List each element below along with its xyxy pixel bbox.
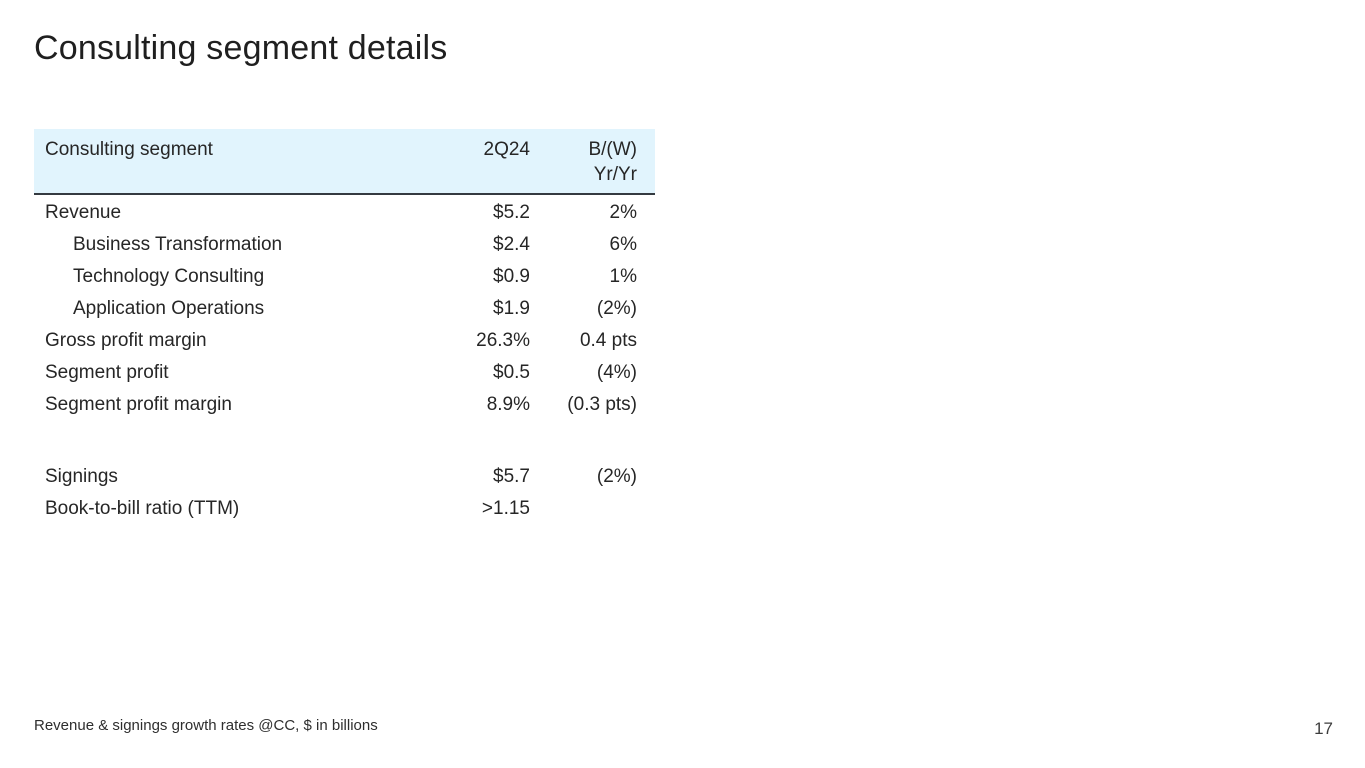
row-value-2q24: $5.7 xyxy=(493,466,530,487)
row-value-2q24: $1.9 xyxy=(493,298,530,319)
row-label: Application Operations xyxy=(73,298,265,319)
row-value-2q24: $2.4 xyxy=(493,234,530,255)
page-number: 17 xyxy=(1314,719,1333,738)
table-row: Business Transformation $2.4 6% xyxy=(34,229,655,261)
row-label: Segment profit xyxy=(45,362,169,383)
table-row: Revenue $5.2 2% xyxy=(34,197,655,229)
table-header: Consulting segment 2Q24 B/(W) Yr/Yr xyxy=(34,129,655,195)
row-value-yoy: (2%) xyxy=(596,466,637,487)
consulting-segment-table: Consulting segment 2Q24 B/(W) Yr/Yr Reve… xyxy=(34,129,655,525)
table-header-line-1: Consulting segment 2Q24 B/(W) xyxy=(34,137,637,162)
table-row: Gross profit margin 26.3% 0.4 pts xyxy=(34,325,655,357)
table-row: Segment profit $0.5 (4%) xyxy=(34,357,655,389)
table-spacer-row xyxy=(34,421,655,461)
row-label: Signings xyxy=(45,466,118,487)
row-value-yoy: (0.3 pts) xyxy=(567,394,637,415)
row-value-2q24: $5.2 xyxy=(493,202,530,223)
header-spacer-cell xyxy=(400,162,530,187)
table-header-line-2: Yr/Yr xyxy=(34,162,637,187)
row-value-yoy: 1% xyxy=(609,266,637,287)
header-yoy-sublabel: Yr/Yr xyxy=(593,164,637,185)
header-spacer-cell xyxy=(34,162,400,187)
table-row: Signings $5.7 (2%) xyxy=(34,461,655,493)
row-label: Gross profit margin xyxy=(45,330,207,351)
table-row: Technology Consulting $0.9 1% xyxy=(34,261,655,293)
table-row: Application Operations $1.9 (2%) xyxy=(34,293,655,325)
row-label: Technology Consulting xyxy=(73,266,265,287)
row-value-2q24: >1.15 xyxy=(481,498,530,519)
row-value-2q24: 8.9% xyxy=(486,394,530,415)
row-value-2q24: $0.9 xyxy=(493,266,530,287)
row-value-yoy: (4%) xyxy=(596,362,637,383)
header-yoy-label: B/(W) xyxy=(588,139,637,160)
row-value-yoy: 0.4 pts xyxy=(579,330,637,351)
row-value-2q24: 26.3% xyxy=(476,330,530,351)
row-label: Revenue xyxy=(45,202,122,223)
header-segment-label: Consulting segment xyxy=(45,139,213,160)
page-title: Consulting segment details xyxy=(34,29,448,67)
row-value-yoy: (2%) xyxy=(596,298,637,319)
row-value-yoy: 6% xyxy=(609,234,637,255)
row-label: Book-to-bill ratio (TTM) xyxy=(45,498,240,519)
table-body: Revenue $5.2 2% Business Transformation … xyxy=(34,195,655,525)
row-label: Segment profit margin xyxy=(45,394,232,415)
table-row: Book-to-bill ratio (TTM) >1.15 xyxy=(34,493,655,525)
footnote: Revenue & signings growth rates @CC, $ i… xyxy=(34,717,378,734)
header-period-label: 2Q24 xyxy=(483,139,530,160)
row-label: Business Transformation xyxy=(73,234,283,255)
row-value-2q24: $0.5 xyxy=(493,362,530,383)
table-row: Segment profit margin 8.9% (0.3 pts) xyxy=(34,389,655,421)
row-value-yoy: 2% xyxy=(609,202,637,223)
